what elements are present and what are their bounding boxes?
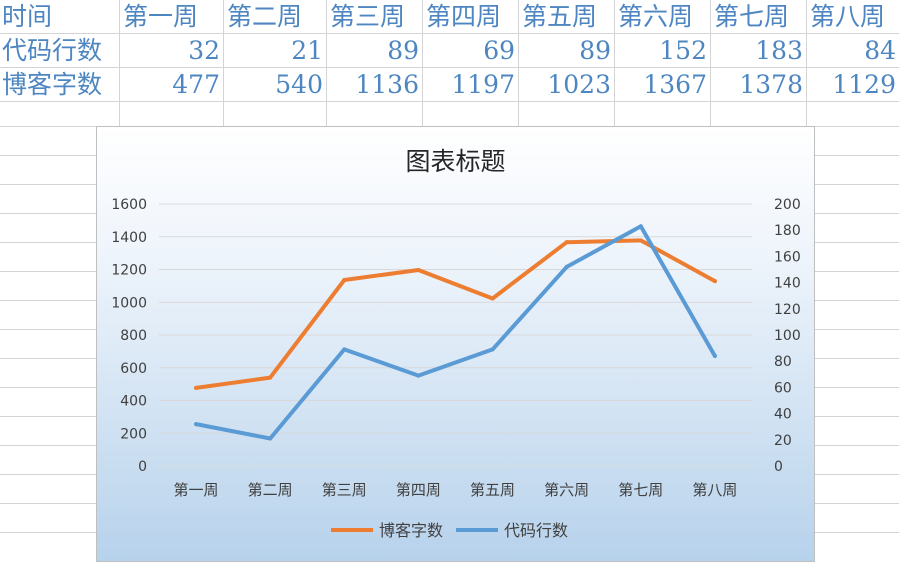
data-cell[interactable]: 540 xyxy=(275,70,323,99)
data-cell[interactable]: 32 xyxy=(188,36,220,65)
data-cell[interactable]: 1197 xyxy=(451,70,515,99)
chart-title[interactable]: 图表标题 xyxy=(405,147,506,176)
y-left-tick-label: 1200 xyxy=(111,263,147,279)
y-right-tick-label: 100 xyxy=(774,328,801,344)
header-cell-week[interactable]: 第二周 xyxy=(227,2,303,31)
x-tick-label: 第三周 xyxy=(322,481,367,499)
header-cell-week[interactable]: 第八周 xyxy=(810,2,886,31)
y-right-tick-label: 20 xyxy=(774,433,792,449)
data-point xyxy=(638,238,643,243)
data-point xyxy=(712,279,717,284)
row-divider xyxy=(0,67,899,68)
header-cell-week[interactable]: 第五周 xyxy=(522,2,598,31)
data-point xyxy=(194,385,199,390)
row-divider xyxy=(0,101,899,102)
data-point xyxy=(416,267,421,272)
legend-label: 代码行数 xyxy=(504,521,568,540)
x-tick-label: 第七周 xyxy=(618,481,663,499)
x-tick-label: 第八周 xyxy=(692,481,737,499)
data-cell[interactable]: 152 xyxy=(659,36,707,65)
data-cell[interactable]: 477 xyxy=(172,70,220,99)
header-cell-week[interactable]: 第四周 xyxy=(426,2,502,31)
x-tick-label: 第一周 xyxy=(174,481,219,499)
row-label-blog-words[interactable]: 博客字数 xyxy=(2,70,103,99)
data-point xyxy=(712,353,717,358)
y-left-tick-label: 800 xyxy=(120,328,147,344)
data-point xyxy=(416,373,421,378)
row-divider xyxy=(0,33,899,34)
data-cell[interactable]: 1023 xyxy=(547,70,611,99)
header-cell-time[interactable]: 时间 xyxy=(2,2,53,31)
data-cell[interactable]: 183 xyxy=(755,36,803,65)
y-left-tick-label: 200 xyxy=(120,426,147,442)
series-line xyxy=(194,224,717,441)
y-left-tick-label: 400 xyxy=(120,394,147,410)
header-cell-week[interactable]: 第一周 xyxy=(123,2,199,31)
data-cell[interactable]: 1367 xyxy=(643,70,707,99)
header-cell-week[interactable]: 第七周 xyxy=(714,2,790,31)
data-cell[interactable]: 21 xyxy=(291,36,323,65)
y-left-tick-label: 0 xyxy=(138,459,147,475)
y-left-tick-label: 1000 xyxy=(111,295,147,311)
data-cell[interactable]: 89 xyxy=(579,36,611,65)
y-right-tick-label: 40 xyxy=(774,407,792,423)
x-tick-label: 第六周 xyxy=(544,481,589,499)
data-point xyxy=(564,240,569,245)
y-right-tick-label: 180 xyxy=(774,223,801,239)
header-cell-week[interactable]: 第六周 xyxy=(618,2,694,31)
y-right-tick-label: 140 xyxy=(774,276,801,292)
data-point xyxy=(342,277,347,282)
data-cell[interactable]: 1378 xyxy=(739,70,803,99)
y-right-tick-label: 80 xyxy=(774,354,792,370)
y-right-tick-label: 60 xyxy=(774,380,792,396)
y-right-tick-label: 120 xyxy=(774,302,801,318)
row-label-code-lines[interactable]: 代码行数 xyxy=(2,36,103,65)
data-cell[interactable]: 69 xyxy=(483,36,515,65)
x-tick-label: 第二周 xyxy=(248,481,293,499)
data-point xyxy=(564,264,569,269)
legend-label: 博客字数 xyxy=(379,521,443,540)
data-point xyxy=(490,296,495,301)
data-cell[interactable]: 84 xyxy=(864,36,896,65)
series-line xyxy=(194,238,717,390)
data-cell[interactable]: 1136 xyxy=(355,70,419,99)
data-point xyxy=(638,224,643,229)
data-point xyxy=(268,436,273,441)
data-point xyxy=(268,375,273,380)
y-left-tick-label: 1600 xyxy=(111,197,147,213)
data-point xyxy=(490,347,495,352)
x-tick-label: 第四周 xyxy=(396,481,441,499)
x-tick-label: 第五周 xyxy=(470,481,515,499)
y-right-tick-label: 200 xyxy=(774,197,801,213)
line-chart[interactable]: 图表标题 0 200 400 600 800 1000 1200 1400 1600 0 20 40 6… xyxy=(96,126,815,562)
y-right-tick-label: 160 xyxy=(774,249,801,265)
chart-plot: 0 200 400 600 800 1000 1200 1400 1600 0 20 40 60 80 10… xyxy=(111,197,801,540)
data-point xyxy=(194,422,199,427)
header-cell-week[interactable]: 第三周 xyxy=(330,2,406,31)
y-right-tick-label: 0 xyxy=(774,459,783,475)
data-point xyxy=(342,347,347,352)
data-cell[interactable]: 89 xyxy=(387,36,419,65)
data-cell[interactable]: 1129 xyxy=(832,70,896,99)
y-left-tick-label: 600 xyxy=(120,361,147,377)
y-left-tick-label: 1400 xyxy=(111,230,147,246)
